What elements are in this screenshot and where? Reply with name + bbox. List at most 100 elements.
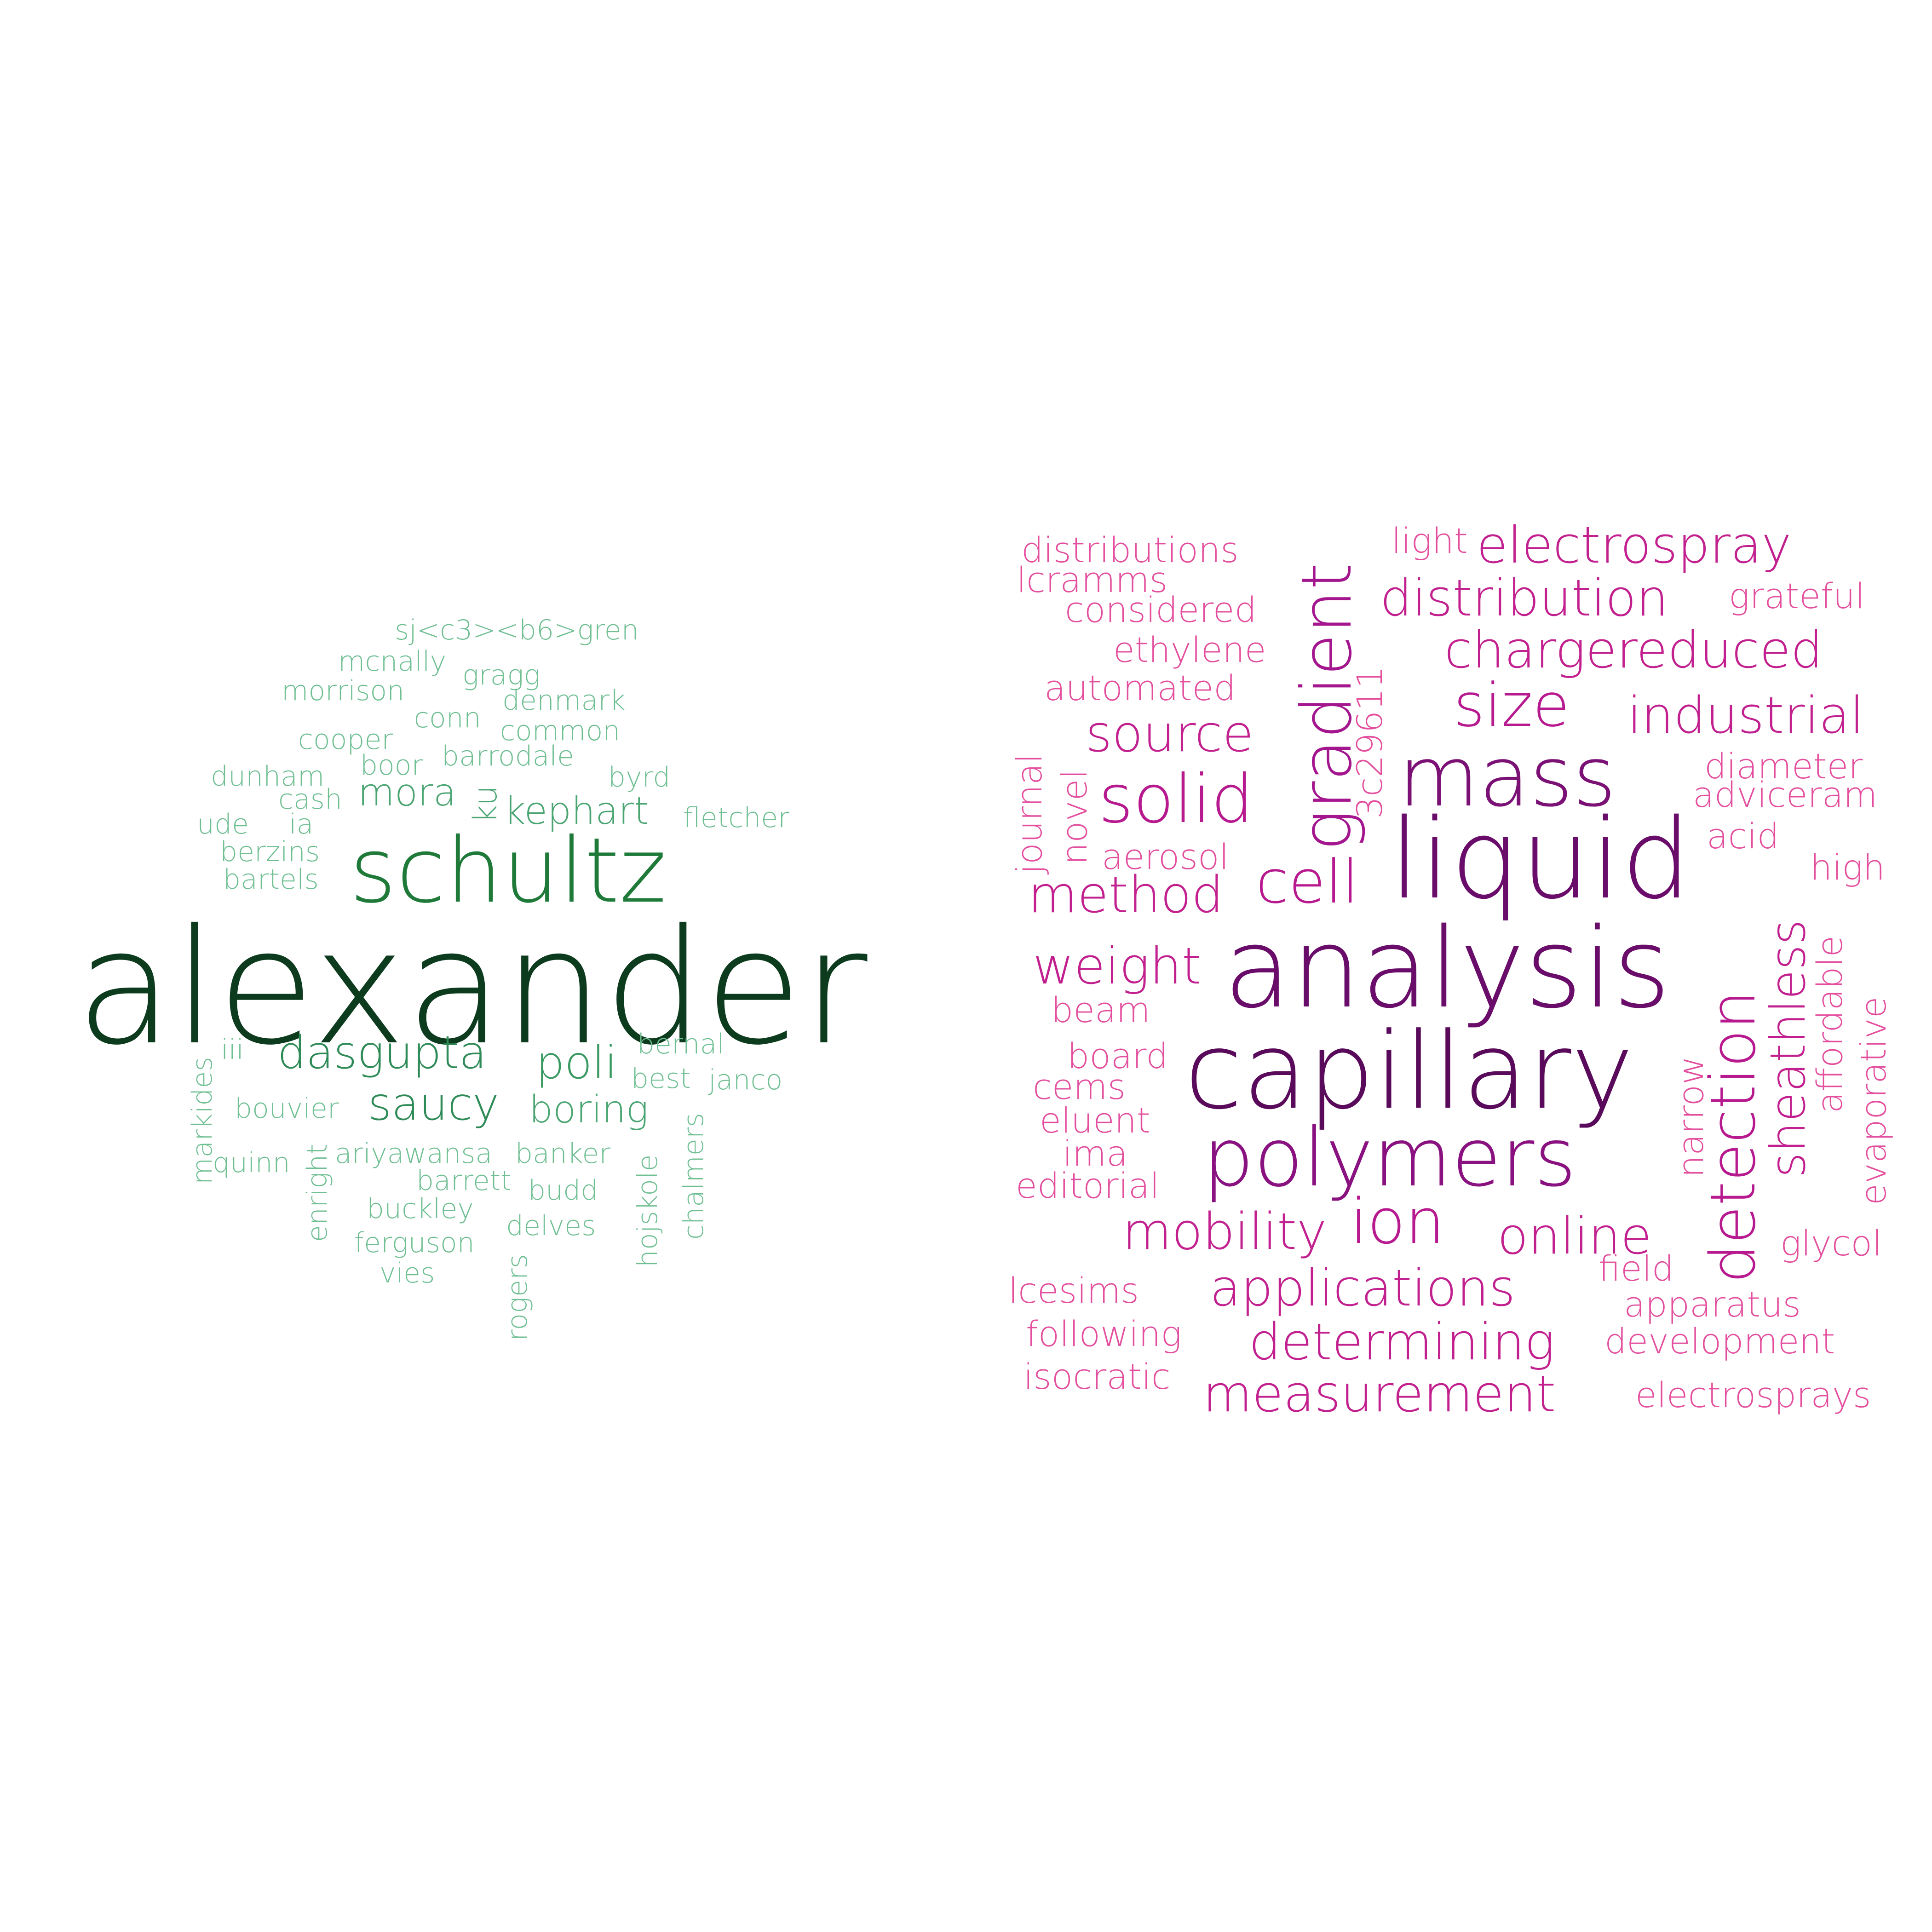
cloud-word: light	[1392, 520, 1468, 561]
cloud-word: barrodale	[442, 740, 575, 772]
cloud-word: solid	[1098, 760, 1254, 838]
cloud-word: high	[1810, 847, 1886, 888]
cloud-word: bernal	[637, 1028, 725, 1060]
cloud-word: ion	[1350, 1185, 1445, 1258]
cloud-word: saucy	[368, 1078, 500, 1131]
cloud-word: poli	[536, 1037, 617, 1089]
cloud-word: chargereduced	[1444, 621, 1823, 679]
cloud-word: development	[1604, 1321, 1835, 1362]
cloud-word: field	[1598, 1248, 1674, 1289]
cloud-word: mora	[358, 771, 457, 815]
cloud-word: journal	[1009, 753, 1050, 874]
cloud-word: detection	[1697, 990, 1769, 1283]
cloud-word: automated	[1044, 667, 1236, 708]
cloud-word: buckley	[367, 1193, 474, 1225]
cloud-word: mobility	[1122, 1202, 1327, 1261]
cloud-word: morrison	[282, 675, 405, 707]
cloud-word: beam	[1051, 989, 1150, 1030]
cloud-word: novel	[1054, 769, 1095, 865]
cloud-word: board	[1067, 1035, 1168, 1076]
cloud-word: sj<c3><b6>gren	[395, 614, 639, 646]
cloud-word: polymers	[1203, 1111, 1576, 1205]
cloud-word: cash	[278, 783, 343, 816]
cloud-word: ia	[289, 808, 314, 840]
cloud-word: rogers	[501, 1254, 534, 1341]
cloud-word: affordable	[1809, 935, 1850, 1113]
cloud-word: online	[1497, 1207, 1652, 1265]
cloud-word: capillary	[1184, 1010, 1634, 1133]
cloud-word: dunham	[211, 760, 325, 793]
cloud-word: industrial	[1627, 686, 1864, 745]
cloud-word: electrosprays	[1635, 1374, 1871, 1415]
cloud-word: applications	[1210, 1259, 1516, 1317]
cloud-word: acid	[1707, 816, 1779, 857]
cloud-word: glycol	[1780, 1223, 1882, 1264]
cloud-word: barrett	[416, 1165, 512, 1197]
cloud-word: ude	[197, 808, 249, 840]
cloud-word: chalmers	[678, 1113, 710, 1240]
cloud-word: hojskole	[632, 1154, 664, 1267]
cloud-word: distribution	[1380, 569, 1668, 627]
cloud-word: iii	[221, 1034, 244, 1066]
cloud-word: ethylene	[1113, 629, 1266, 670]
cloud-word: determining	[1249, 1312, 1555, 1371]
cloud-word: weight	[1033, 937, 1202, 995]
cloud-word: quinn	[213, 1147, 290, 1179]
cloud-word: mcnally	[338, 645, 447, 678]
cloud-word: ferguson	[354, 1227, 475, 1259]
cloud-word: kephart	[504, 789, 649, 833]
cloud-word: following	[1026, 1313, 1182, 1354]
cloud-word: alexander	[76, 896, 868, 1080]
cloud-word: bouvier	[235, 1092, 339, 1125]
cloud-word: grateful	[1729, 575, 1865, 616]
cloud-word: ima	[1063, 1133, 1128, 1174]
cloud-word: cooper	[298, 724, 393, 756]
cloud-word: markides	[186, 1057, 218, 1184]
cloud-word: boring	[529, 1088, 649, 1132]
cloud-word: fletcher	[683, 802, 789, 834]
cloud-word: method	[1028, 865, 1224, 924]
cloud-word: sheathless	[1760, 919, 1816, 1178]
cloud-word: measurement	[1203, 1364, 1556, 1423]
cloud-word: 3c29611	[1349, 666, 1390, 819]
cloud-word: bartels	[223, 863, 319, 896]
cloud-word: byrd	[608, 761, 671, 794]
cloud-word: apparatus	[1624, 1284, 1801, 1325]
cloud-word: lcesims	[1008, 1270, 1139, 1311]
cloud-word: budd	[528, 1174, 598, 1207]
cloud-word: electrospray	[1477, 516, 1792, 575]
cloud-word: liquid	[1389, 795, 1691, 924]
cloud-word: conn	[414, 702, 481, 734]
cloud-word: enright	[301, 1144, 334, 1242]
cloud-word: best	[631, 1063, 691, 1095]
cloud-word: denmark	[502, 684, 626, 717]
cloud-word: gragg	[462, 659, 540, 691]
cloud-word: lcramms	[1017, 559, 1168, 600]
cloud-word: schultz	[350, 818, 667, 923]
cloud-word: berzins	[220, 836, 320, 868]
cloud-word: distributions	[1021, 529, 1239, 570]
cloud-word: boor	[360, 749, 423, 782]
cloud-word: size	[1454, 670, 1570, 740]
cloud-word: source	[1086, 704, 1254, 763]
cloud-word: editorial	[1016, 1165, 1160, 1206]
cloud-word: cell	[1256, 847, 1359, 917]
cloud-word: analysis	[1224, 904, 1671, 1033]
cloud-word: diameter	[1704, 746, 1863, 787]
cloud-word: dasgupta	[277, 1027, 487, 1079]
cloud-word: considered	[1065, 589, 1257, 630]
cloud-word: janco	[708, 1064, 783, 1096]
cloud-word: common	[500, 715, 621, 747]
cloud-word: cems	[1033, 1066, 1126, 1107]
cloud-word: delves	[506, 1210, 596, 1242]
cloud-word: isocratic	[1024, 1356, 1171, 1397]
cloud-word: evaporative	[1853, 996, 1894, 1205]
cloud-word: aerosol	[1102, 836, 1229, 877]
cloud-word: ariyawansa	[335, 1138, 493, 1170]
cloud-word: eluent	[1040, 1100, 1150, 1141]
cloud-word: vies	[380, 1257, 435, 1289]
cloud-word: mass	[1398, 729, 1616, 825]
cloud-word: banker	[515, 1138, 611, 1170]
cloud-word: ku	[466, 785, 504, 823]
